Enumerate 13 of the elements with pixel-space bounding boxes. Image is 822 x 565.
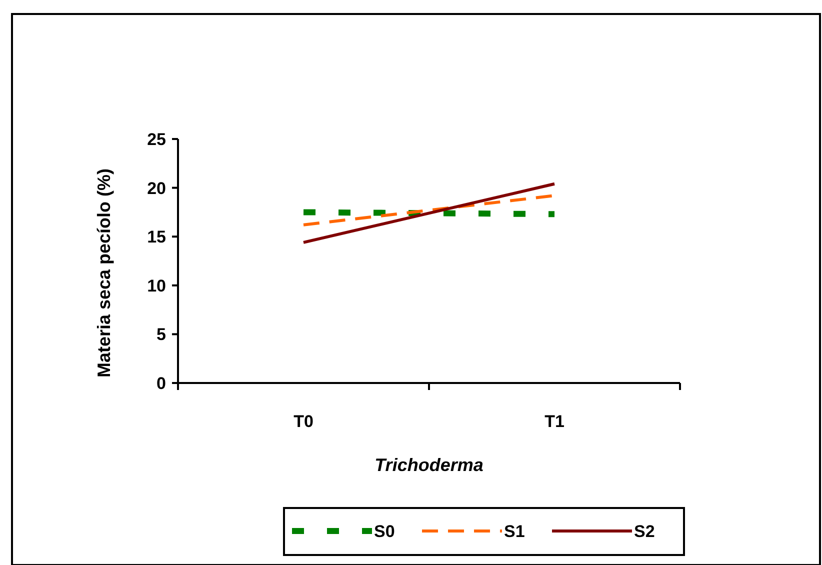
y-tick-label: 20: [147, 178, 166, 198]
y-tick-label: 25: [147, 130, 166, 149]
x-axis-title: Trichoderma: [374, 455, 484, 475]
y-tick-label: 5: [156, 325, 166, 344]
y-tick-label: 0: [156, 374, 166, 393]
x-tick-label: T1: [544, 412, 564, 431]
x-tick-label: T0: [294, 412, 314, 431]
legend-label: S0: [374, 522, 395, 541]
y-tick-label: 10: [147, 276, 166, 296]
legend-label: S2: [634, 522, 655, 541]
y-tick-label: 15: [147, 228, 166, 247]
y-axis-title: Materia seca pecíolo (%): [94, 168, 114, 378]
legend-label: S1: [504, 522, 525, 541]
